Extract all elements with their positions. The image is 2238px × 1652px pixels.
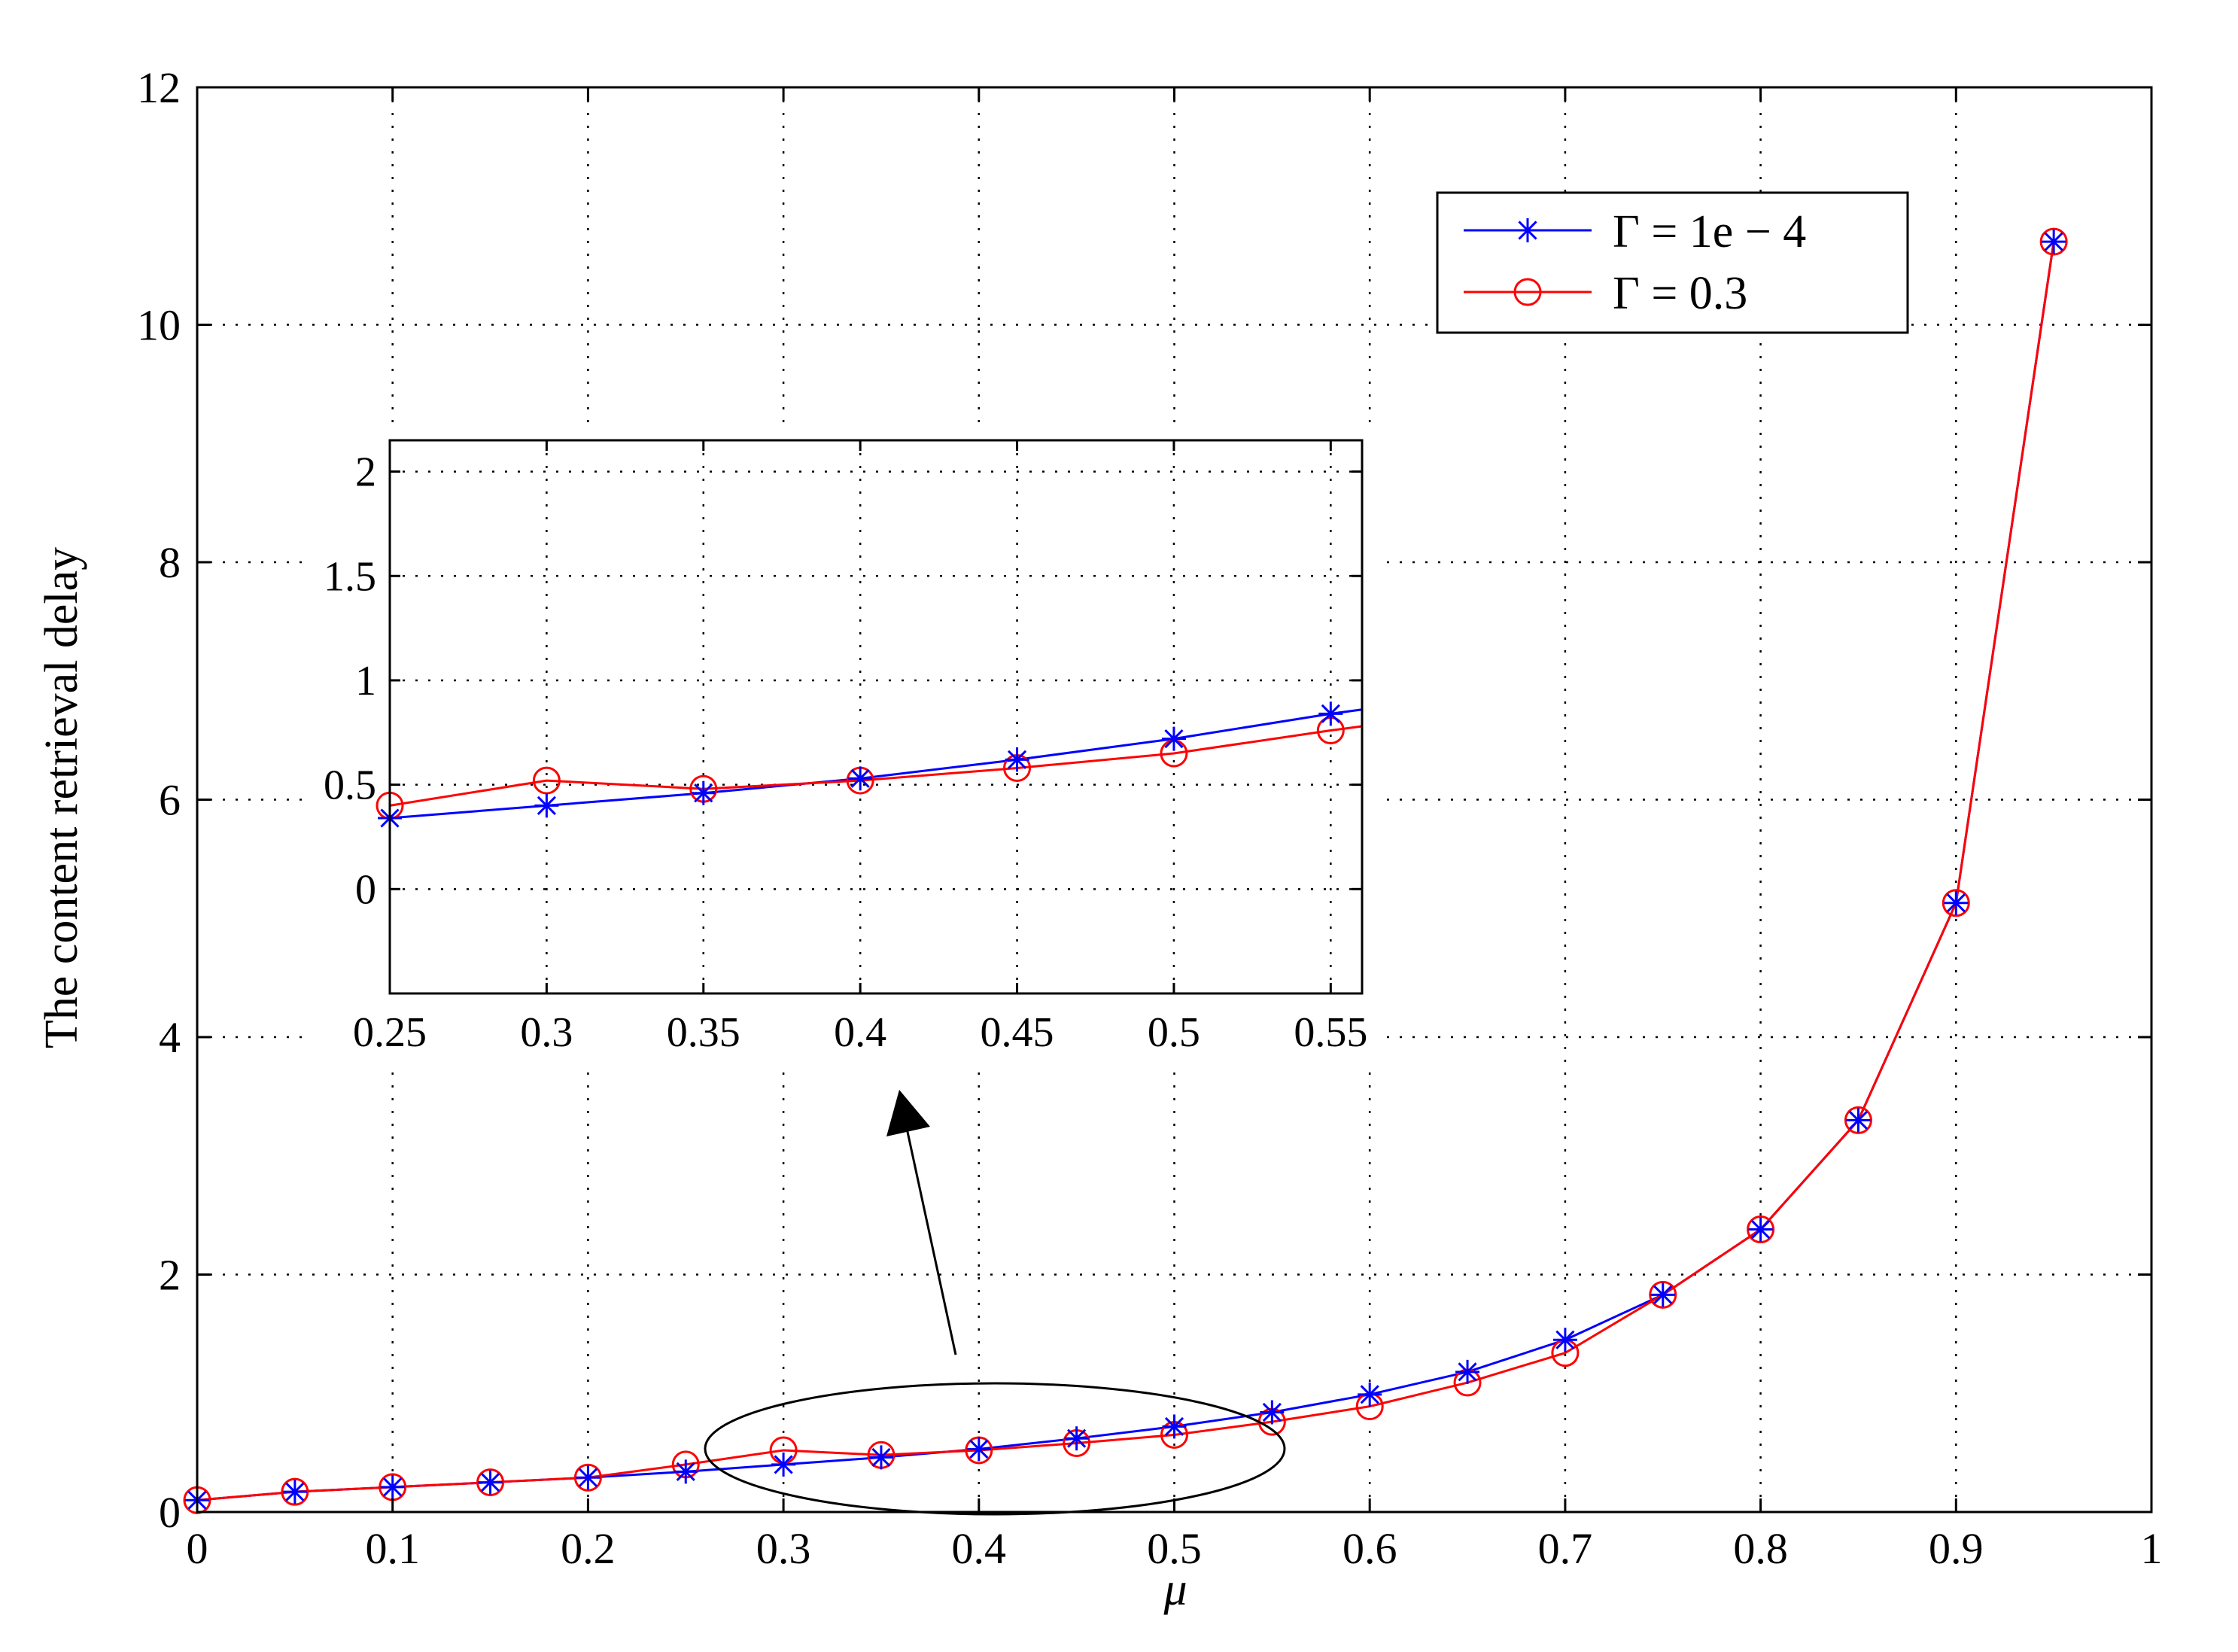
inset-series-2: [389, 725, 1363, 807]
zoom-region-ellipse: [704, 1382, 1286, 1516]
data-point: [674, 1459, 698, 1484]
inset-y-tick-label: 0.5: [324, 762, 376, 809]
x-tick-label: 0.9: [1929, 1524, 1984, 1573]
data-point: [573, 1463, 602, 1492]
inset-series: [376, 701, 1363, 831]
data-point: [1162, 1414, 1187, 1439]
data-point: [1844, 1106, 1872, 1134]
y-tick-label: 0: [159, 1488, 181, 1537]
inset-data-point: [1318, 701, 1343, 726]
x-tick-label: 0.7: [1538, 1524, 1593, 1573]
zoom-annotation: [704, 1090, 1286, 1516]
data-point: [282, 1480, 307, 1504]
inset-x-tick-label: 0.55: [1294, 1009, 1367, 1056]
data-point: [1649, 1280, 1677, 1309]
data-point: [2039, 227, 2068, 256]
inset-x-tick-label: 0.35: [667, 1009, 740, 1056]
data-point: [1944, 890, 1969, 915]
inset-y-tick-label: 2: [355, 449, 376, 496]
zoom-arrow-head: [886, 1090, 930, 1136]
data-point: [576, 1465, 601, 1490]
data-point: [1358, 1382, 1382, 1407]
inset-x-tick-label: 0.45: [981, 1009, 1054, 1056]
inset-series-1-markers: [378, 701, 1343, 831]
x-tick-label: 0.6: [1342, 1524, 1397, 1573]
data-point: [1650, 1282, 1675, 1307]
x-tick-label: 0: [187, 1524, 208, 1573]
data-point: [966, 1437, 991, 1462]
inset-data-point: [1005, 747, 1029, 772]
legend-label-series-2: Γ = 0.3: [1613, 268, 1747, 319]
inset-y-tick-label: 1: [355, 658, 376, 704]
x-tick-label: 1: [2141, 1524, 2163, 1573]
data-point: [1846, 1108, 1871, 1133]
data-point: [771, 1452, 796, 1477]
legend-marker-circle: [1513, 278, 1542, 306]
data-point: [868, 1445, 893, 1470]
data-point: [1747, 1215, 1775, 1244]
inset-x-tick-label: 0.3: [520, 1009, 573, 1056]
inset-data-point: [848, 766, 873, 791]
data-point: [476, 1468, 505, 1497]
inset-x-tick-label: 0.5: [1148, 1009, 1200, 1056]
legend-box: [1436, 191, 1909, 334]
inset-series-line: [389, 725, 1363, 807]
inset-data-point: [1161, 726, 1186, 751]
inset-data-point: [691, 780, 716, 805]
x-axis-title: μ: [1163, 1564, 1187, 1615]
x-tick-label: 0.5: [1147, 1524, 1202, 1573]
legend-label-series-1: Γ = 1e − 4: [1613, 206, 1806, 257]
inset-y-tick-label: 0: [355, 866, 376, 913]
legend-circle: [1513, 278, 1542, 306]
x-tick-label: 0.1: [365, 1524, 420, 1573]
inset-series-1: [389, 708, 1363, 820]
inset-frame: [388, 439, 1364, 995]
data-point: [1748, 1217, 1773, 1242]
y-tick-label: 12: [137, 63, 181, 112]
main-series: [183, 227, 2068, 1514]
y-tick-label: 4: [159, 1013, 181, 1062]
data-point: [1942, 889, 1970, 917]
legend-marker-asterisk: [1516, 218, 1540, 242]
inset-data-point: [532, 766, 561, 795]
legend: Γ = 1e − 4 Γ = 0.3: [1436, 191, 1909, 334]
data-point: [1455, 1359, 1480, 1384]
data-point: [478, 1470, 503, 1495]
inset-x-tick-label: 0.4: [834, 1009, 886, 1056]
x-tick-label: 0.8: [1733, 1524, 1788, 1573]
data-point: [1260, 1400, 1285, 1425]
inset-background: [307, 433, 1377, 1069]
x-tick-label: 0.4: [952, 1524, 1007, 1573]
inset-series-line: [389, 708, 1363, 820]
series-2: [196, 241, 2055, 1501]
data-point: [380, 1474, 405, 1499]
series-line: [196, 241, 2055, 1501]
data-point: [2042, 230, 2066, 254]
y-tick-label: 8: [159, 538, 181, 587]
data-point: [281, 1477, 309, 1506]
data-point: [1552, 1328, 1577, 1352]
x-tick-label: 0.3: [756, 1524, 811, 1573]
y-axis-title: The content retrieval delay: [36, 547, 87, 1048]
inset-x-tick-label: 0.25: [353, 1009, 427, 1056]
y-tick-label: 2: [159, 1251, 181, 1300]
series-1-markers: [185, 230, 2066, 1513]
data-point: [1064, 1426, 1089, 1451]
y-tick-label: 10: [137, 301, 181, 350]
y-tick-label: 6: [159, 776, 181, 825]
zoom-arrow-shaft: [904, 1121, 957, 1355]
x-tick-label: 0.2: [561, 1524, 616, 1573]
inset-zoom-plot: 0.25 0.3 0.35 0.4 0.45 0.5 0.55 0 0.5 1 1.5 2: [307, 433, 1377, 1069]
legend-asterisk: [1516, 218, 1540, 242]
inset-grid: [390, 440, 1362, 993]
inset-ticks: 0.25 0.3 0.35 0.4 0.45 0.5 0.55 0 0.5 1 1.5 2: [324, 440, 1367, 1056]
inset-data-point: [534, 793, 559, 818]
inset-y-tick-label: 1.5: [324, 553, 376, 600]
